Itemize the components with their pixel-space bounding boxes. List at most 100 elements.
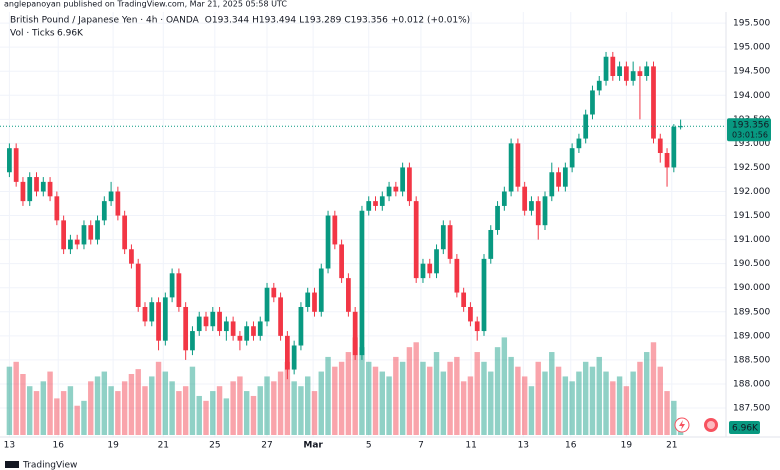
volume-value: 6.96K: [57, 29, 84, 39]
candle-body: [115, 191, 121, 216]
x-tick-label: 16: [52, 441, 64, 451]
volume-bar: [338, 361, 345, 435]
candle-body: [373, 201, 378, 206]
ohlc-value: 193.356: [351, 16, 388, 26]
volume-badge-text: 6.96K: [732, 424, 759, 434]
volume-bar: [616, 376, 623, 435]
volume-bar: [47, 371, 53, 435]
volume-bar: [243, 391, 250, 435]
volume-bar: [216, 386, 223, 435]
y-tick-label: 188.000: [733, 379, 770, 389]
y-tick-label: 189.000: [733, 331, 770, 341]
candle-layer: [0, 51, 726, 380]
candle-body: [637, 71, 643, 77]
volume-bar: [420, 361, 426, 435]
candle-body: [122, 215, 128, 250]
y-tick-label: 195.000: [733, 43, 770, 53]
volume-bar: [386, 376, 392, 435]
candle-body: [129, 249, 134, 264]
volume-bar: [366, 361, 372, 435]
candle-body: [237, 335, 243, 341]
volume-bar: [223, 398, 230, 435]
candle-body: [210, 311, 216, 327]
volume-bar: [582, 361, 589, 435]
y-tick-label: 192.000: [733, 187, 770, 197]
candle-body: [427, 263, 433, 274]
volume-bar: [264, 376, 270, 435]
candle-body: [244, 326, 250, 341]
candle-body: [7, 148, 12, 173]
candle-body: [149, 302, 155, 322]
volume-bar: [515, 366, 521, 435]
candle-body: [440, 225, 446, 250]
legend: British Pound / Japanese Yen · 4h · OAND…: [10, 16, 470, 39]
last-price-badge: [727, 118, 771, 142]
change: +0.012 (+0.01%): [391, 16, 470, 26]
candle-body: [400, 167, 406, 192]
candle-body: [305, 292, 311, 307]
x-tick-label: Mar: [303, 441, 323, 451]
candle-body: [386, 186, 392, 197]
volume-bar: [325, 356, 331, 435]
candle-body: [257, 321, 263, 336]
candle-body: [379, 196, 385, 206]
volume-bar: [521, 376, 528, 435]
volume-bar: [277, 371, 284, 435]
volume-bar: [6, 366, 13, 435]
candle-body: [74, 239, 80, 245]
candle-body: [278, 297, 283, 336]
volume-bar: [345, 352, 352, 435]
volume-bar: [250, 395, 257, 435]
candle-body: [556, 172, 561, 187]
candle-body: [346, 278, 351, 312]
candle-body: [95, 220, 100, 240]
volume-bar: [508, 356, 514, 435]
volume-label: Vol · Ticks: [10, 29, 55, 39]
volume-bar: [189, 366, 196, 435]
candle-body: [223, 321, 229, 332]
volume-bar: [196, 395, 202, 435]
volume-bar: [643, 352, 650, 435]
candle-body: [34, 177, 39, 192]
volume-bar: [474, 352, 480, 435]
volume-bar: [176, 391, 182, 435]
volume-bar: [74, 405, 80, 435]
volume-bar: [589, 366, 596, 435]
x-tick-label: 21: [158, 441, 169, 451]
candle-body: [318, 268, 324, 312]
candle-body: [549, 172, 555, 197]
volume-badge: [729, 421, 760, 434]
volume-bar: [81, 400, 87, 435]
symbol: British Pound / Japanese Yen · 4h · OAND…: [10, 16, 200, 26]
volume-bar: [60, 391, 67, 435]
volume-bar: [135, 369, 141, 435]
candle-body: [495, 205, 500, 230]
volume-bar: [101, 371, 108, 435]
volume-bar: [27, 386, 33, 435]
candle-body: [535, 201, 541, 226]
candle-body: [434, 249, 439, 274]
candle-body: [271, 287, 277, 298]
volume-bar: [596, 356, 602, 435]
candle-body: [481, 258, 487, 332]
volume-bar: [115, 391, 121, 435]
x-tick-label: 13: [518, 441, 529, 451]
volume-bar: [393, 356, 399, 435]
volume-bar: [413, 342, 419, 435]
volume-bar: [318, 371, 324, 435]
candle-body: [562, 167, 568, 187]
volume-bar: [372, 366, 379, 435]
candle-body: [101, 201, 107, 221]
candle-body: [230, 321, 236, 336]
candle-body: [678, 126, 683, 128]
candle-body: [610, 56, 616, 77]
volume-bar: [454, 356, 460, 435]
candle-body: [461, 292, 467, 307]
candle-body: [420, 263, 426, 279]
y-tick-label: 191.500: [733, 211, 770, 221]
x-tick-label: 13: [4, 441, 15, 451]
x-tick-label: 25: [209, 441, 220, 451]
publish-note: anglepanoyan published on TradingView.co…: [4, 0, 287, 9]
